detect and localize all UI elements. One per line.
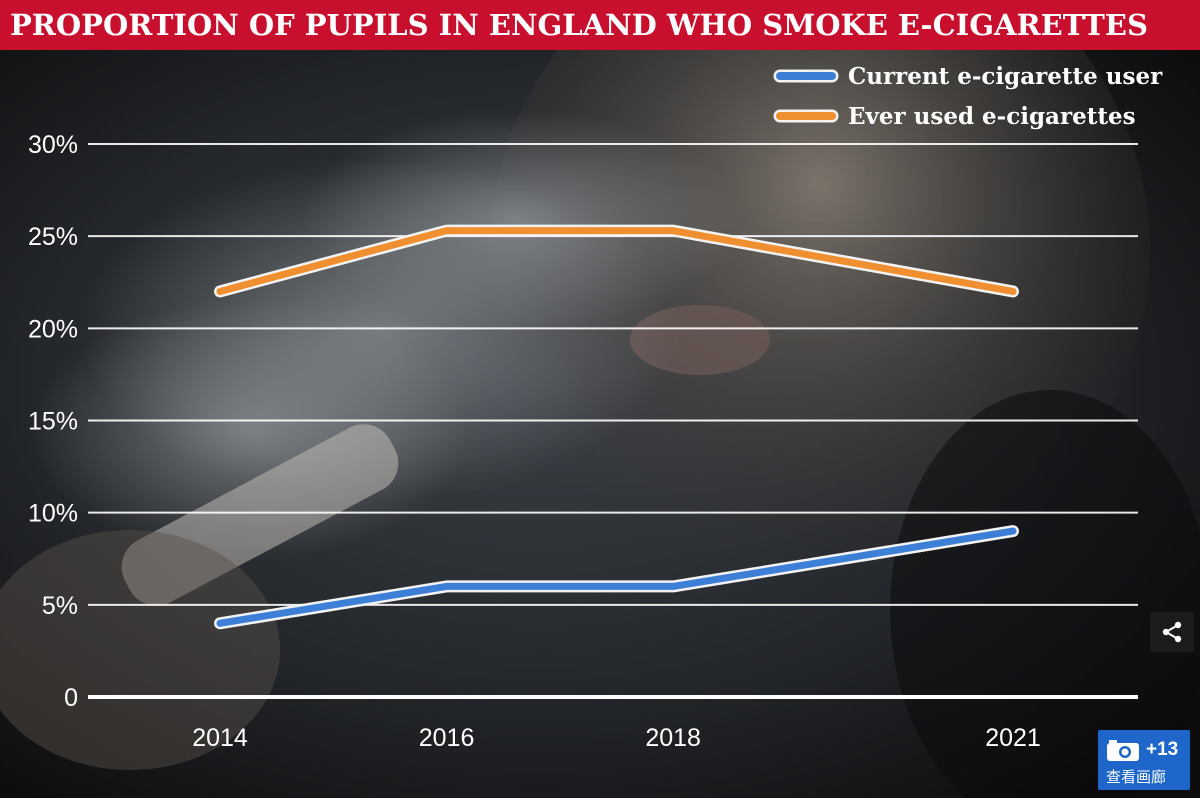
legend-label: Ever used e-cigarettes — [848, 103, 1136, 130]
chart-title: PROPORTION OF PUPILS IN ENGLAND WHO SMOK… — [10, 8, 1148, 42]
title-bar: PROPORTION OF PUPILS IN ENGLAND WHO SMOK… — [0, 0, 1200, 50]
data-point-ever-used — [1010, 288, 1016, 295]
data-point-current-user — [1010, 528, 1016, 535]
camera-icon — [1107, 740, 1139, 761]
x-tick-label: 2014 — [192, 724, 248, 752]
gallery-count: +13 — [1146, 739, 1179, 760]
share-button[interactable] — [1150, 612, 1194, 652]
data-point-current-user — [670, 583, 677, 590]
data-point-ever-used — [670, 227, 677, 234]
data-point-ever-used — [443, 227, 450, 234]
data-point-ever-used — [217, 288, 223, 295]
series-outline-current-user — [214, 525, 1019, 630]
y-tick-label: 10% — [28, 500, 78, 528]
share-icon — [1162, 621, 1182, 643]
x-tick-label: 2021 — [985, 724, 1041, 752]
y-tick-label: 0 — [64, 684, 78, 712]
view-gallery-button[interactable]: +13 查看画廊 — [1098, 730, 1190, 790]
y-tick-label: 20% — [28, 315, 78, 343]
data-point-current-user — [217, 620, 223, 627]
data-point-current-user — [443, 583, 450, 590]
series-line-ever-used — [216, 227, 1017, 295]
legend-label: Current e-cigarette user — [848, 63, 1163, 90]
y-tick-label: 5% — [42, 592, 78, 620]
x-tick-label: 2016 — [419, 724, 475, 752]
y-tick-label: 25% — [28, 223, 78, 251]
background-photo — [0, 50, 1200, 798]
gallery-label: 查看画廊 — [1106, 768, 1167, 786]
y-tick-label: 15% — [28, 408, 78, 436]
y-tick-label: 30% — [28, 131, 78, 159]
x-tick-label: 2018 — [645, 724, 701, 752]
series-line-current-user — [216, 527, 1017, 627]
